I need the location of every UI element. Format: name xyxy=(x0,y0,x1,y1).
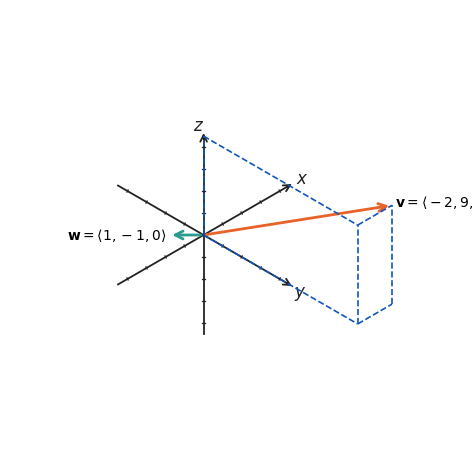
Text: $\mathbf{w} = \langle 1, -1, 0\rangle$: $\mathbf{w} = \langle 1, -1, 0\rangle$ xyxy=(67,227,167,243)
Text: $\mathbf{v} = \langle -2, 9, 5\rangle$: $\mathbf{v} = \langle -2, 9, 5\rangle$ xyxy=(395,194,472,211)
Text: z: z xyxy=(193,118,202,135)
Text: x: x xyxy=(296,170,306,188)
Text: y: y xyxy=(295,283,304,301)
